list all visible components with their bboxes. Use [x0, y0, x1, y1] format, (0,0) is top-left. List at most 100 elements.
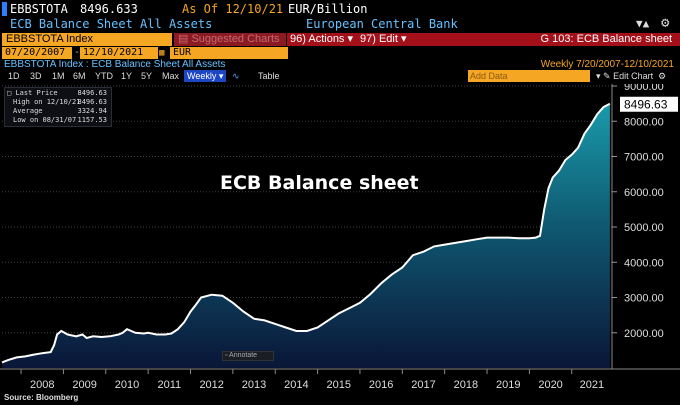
balance-sheet-chart[interactable]: 2000.00 3000.00 4000.00 5000.00 6000.00 7000.…: [0, 84, 680, 405]
legend-last-label: Last Price: [15, 89, 58, 97]
frequency-range: Weekly 7/20/2007-12/10/2021: [540, 59, 674, 70]
annotate-icon: ▫: [225, 352, 230, 359]
legend-average-label: Average: [13, 107, 43, 115]
actions-label: Actions: [308, 33, 345, 45]
ticker-header: EBBSTOTA 8496.633 As Of 12/10/21 EUR/Bil…: [0, 0, 680, 18]
annotate-label: Annotate: [229, 352, 258, 359]
last-value-label: 8496.63: [624, 98, 668, 112]
period-ytd[interactable]: YTD: [95, 71, 113, 81]
edit-icon: 97): [360, 33, 379, 45]
settings-icon[interactable]: ⚙: [661, 15, 670, 31]
annotate-button[interactable]: ▫ Annotate: [222, 351, 274, 361]
x-tick-label: 2020: [538, 379, 562, 391]
x-tick-label: 2010: [115, 379, 139, 391]
currency-select[interactable]: EUR: [170, 47, 288, 59]
text-size-icon[interactable]: ▼▲: [636, 17, 650, 30]
legend-high-label: High on 12/10/21: [13, 98, 81, 106]
security-marker: [2, 2, 7, 16]
y-tick-label: 6000.00: [624, 187, 664, 199]
chevron-down-icon: ▾: [344, 33, 354, 45]
chevron-down-icon: ▾: [216, 71, 224, 81]
pencil-icon: ✎: [603, 71, 614, 81]
security-input[interactable]: EBBSTOTA Index: [2, 33, 172, 46]
chart-subheader: EBBSTOTA Index : ECB Balance Sheet All A…: [0, 59, 680, 70]
y-tick-label: 3000.00: [624, 293, 664, 305]
command-bar: EBBSTOTA Index ▤ Suggested Charts 96) Ac…: [0, 33, 680, 46]
period-3d[interactable]: 3D: [30, 71, 42, 81]
y-tick-label: 4000.00: [624, 257, 664, 269]
last-value-box: [620, 96, 678, 112]
legend-low-label: Low on 08/31/07: [13, 116, 77, 124]
y-tick-label: 2000.00: [624, 328, 664, 340]
y-tick-label: 7000.00: [624, 152, 664, 164]
x-tick-label: 2013: [242, 379, 266, 391]
table-button[interactable]: Table: [258, 71, 280, 81]
function-title: G 103: ECB Balance sheet: [540, 33, 672, 45]
x-tick-label: 2008: [30, 379, 54, 391]
x-tick-label: 2016: [369, 379, 393, 391]
date-range-bar: 07/20/2007 - 12/10/2021 ▦ EUR: [0, 47, 680, 59]
frequency-label: Weekly: [187, 71, 217, 81]
gear-icon[interactable]: ⚙: [658, 71, 667, 81]
legend-high: High on 12/10/21 8496.63: [7, 98, 109, 107]
source-credit: Source: Bloomberg: [4, 393, 79, 402]
edit-menu[interactable]: 97) Edit ▾: [360, 33, 407, 46]
start-date-input[interactable]: 07/20/2007: [2, 47, 72, 59]
x-tick-label: 2017: [411, 379, 435, 391]
legend-low-value: 1157.53: [77, 116, 107, 124]
actions-icon: 96): [290, 33, 309, 45]
chevron-down-icon: ▾: [397, 33, 407, 45]
edit-chart-label: Edit Chart: [613, 71, 654, 81]
y-tick-label: 9000.00: [624, 84, 664, 93]
legend-swatch: □: [7, 89, 16, 97]
period-max[interactable]: Max: [162, 71, 180, 81]
legend-average-value: 3324.94: [77, 107, 107, 115]
suggested-charts-label: Suggested Charts: [191, 33, 280, 45]
actions-menu[interactable]: 96) Actions ▾: [290, 33, 353, 46]
frequency-select[interactable]: Weekly ▾: [184, 70, 227, 82]
chevron-down-icon: ▾: [596, 71, 604, 81]
x-tick-label: 2011: [157, 379, 181, 391]
chart-toolbar: 1D 3D 1M 6M YTD 1Y 5Y Max Weekly ▾ ∿ Tab…: [0, 70, 680, 83]
edit-label: Edit: [378, 33, 398, 45]
period-5y[interactable]: 5Y: [141, 71, 153, 81]
line-chart-icon[interactable]: ∿: [232, 71, 240, 81]
area-fill: [2, 103, 610, 368]
security-name: ECB Balance Sheet All Assets: [10, 17, 213, 31]
period-6m[interactable]: 6M: [73, 71, 86, 81]
legend-average: Average 3324.94: [7, 107, 109, 116]
chart-legend[interactable]: □ Last Price 8496.63 High on 12/10/21 8496…: [4, 87, 112, 127]
legend-last-value: 8496.63: [77, 89, 107, 97]
period-1y[interactable]: 1Y: [121, 71, 133, 81]
x-tick-label: 2018: [454, 379, 478, 391]
end-date-input[interactable]: 12/10/2021: [80, 47, 158, 59]
chart-icon: ▤: [178, 33, 192, 45]
edit-chart-button[interactable]: ▾ ✎ Edit Chart: [596, 70, 653, 82]
suggested-charts-button[interactable]: ▤ Suggested Charts: [174, 33, 286, 46]
x-tick-label: 2015: [327, 379, 351, 391]
y-tick-label: 8000.00: [624, 116, 664, 128]
issuer-name: European Central Bank: [306, 17, 458, 31]
chart-area[interactable]: 2000.00 3000.00 4000.00 5000.00 6000.00 7000.…: [0, 84, 680, 405]
as-of-date: As Of 12/10/21: [182, 2, 284, 16]
legend-last: □ Last Price 8496.63: [7, 89, 109, 98]
security-info-bar: ECB Balance Sheet All Assets European Ce…: [0, 15, 680, 32]
period-1m[interactable]: 1M: [52, 71, 65, 81]
series-line: [1, 102, 611, 364]
x-tick-label: 2014: [284, 379, 308, 391]
x-tick-label: 2009: [72, 379, 96, 391]
index-description: EBBSTOTA Index : ECB Balance Sheet All A…: [4, 59, 226, 70]
period-1d[interactable]: 1D: [8, 71, 20, 81]
last-price: 8496.633: [80, 2, 138, 16]
add-data-input[interactable]: Add Data: [468, 70, 590, 82]
legend-low: Low on 08/31/07 1157.53: [7, 116, 109, 125]
calendar-icon[interactable]: ▦: [159, 48, 165, 58]
units-label: EUR/Billion: [288, 2, 368, 16]
x-tick-label: 2019: [496, 379, 520, 391]
y-tick-label: 5000.00: [624, 222, 664, 234]
chart-title: ECB Balance sheet: [220, 172, 419, 194]
ticker-symbol[interactable]: EBBSTOTA: [10, 2, 68, 16]
legend-high-value: 8496.63: [77, 98, 107, 106]
function-bar: [287, 33, 680, 46]
range-dash: -: [74, 47, 81, 58]
